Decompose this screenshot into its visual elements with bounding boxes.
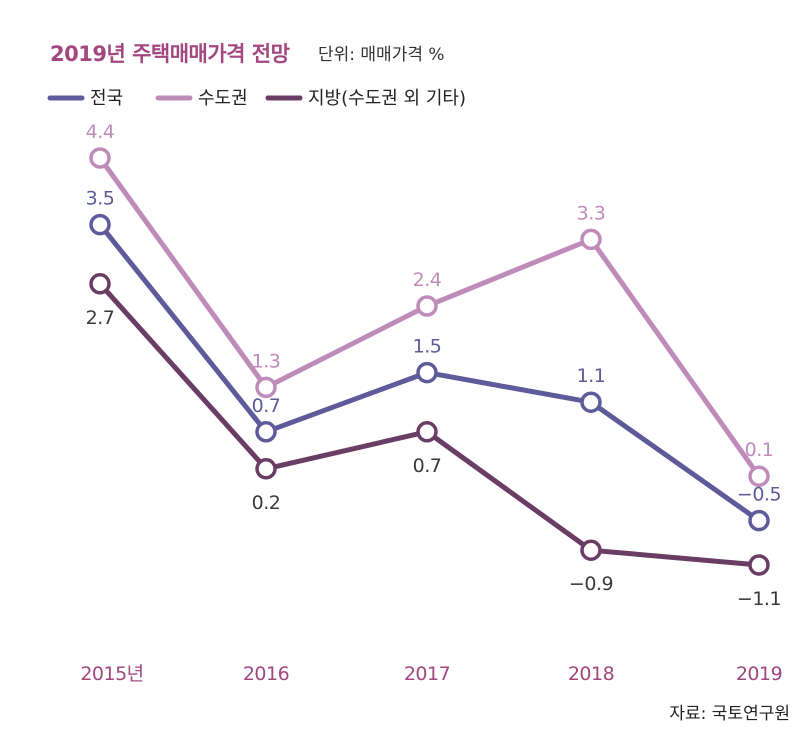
data-label: 2.4 [413,269,442,291]
data-point [748,554,770,576]
data-label: 4.4 [86,121,115,143]
data-point [416,295,438,317]
series-points [89,147,770,576]
data-label: 2.7 [86,307,115,329]
source-note: 자료: 국토연구원 [669,704,790,724]
x-tick-label: 2018 [568,663,614,685]
data-label: 1.1 [577,365,606,387]
data-point [580,228,602,251]
data-label: 3.3 [577,202,606,224]
data-labels: 3.5 0.7 1.5 1.1 −0.5 4.4 1.3 2.4 3.3 0.1 2.7 0.2 0.7… [86,121,782,610]
legend: 전국 수도권 지방(수도권 외 기타) [47,88,466,109]
data-point [416,361,438,384]
data-label: 1.5 [413,336,442,358]
data-label: 0.2 [252,492,281,514]
legend-label: 지방(수도권 외 기타) [308,88,466,109]
series-lines [97,155,762,568]
x-tick-label: 2017 [404,663,450,685]
data-point [89,213,111,236]
data-label: 0.7 [413,455,442,477]
x-tick-label: 2019 [736,663,782,685]
data-label: 3.5 [86,188,115,210]
data-label: −1.1 [737,588,781,610]
data-point [580,539,602,561]
data-point [89,273,111,295]
data-label: −0.5 [737,484,781,506]
data-point [255,376,277,399]
legend-label: 수도권 [198,88,248,109]
data-label: 1.3 [252,350,281,372]
data-point [255,421,277,443]
data-point [748,509,770,532]
unit-label: 단위: 매매가격 % [318,45,445,65]
x-tick-label: 2015년 [80,663,143,685]
data-point [748,465,770,487]
data-point [416,421,438,443]
chart-title: 2019년 주택매매가격 전망 [50,42,290,66]
data-point [580,391,602,413]
x-tick-label: 2016 [243,663,289,685]
data-label: −0.9 [569,573,613,595]
x-axis-ticks: 2015년 2016 2017 2018 2019 [80,663,782,685]
data-label: 0.7 [252,395,281,417]
legend-label: 전국 [90,88,123,109]
data-label: 0.1 [745,439,774,461]
data-point [255,458,277,480]
data-point [89,147,111,169]
